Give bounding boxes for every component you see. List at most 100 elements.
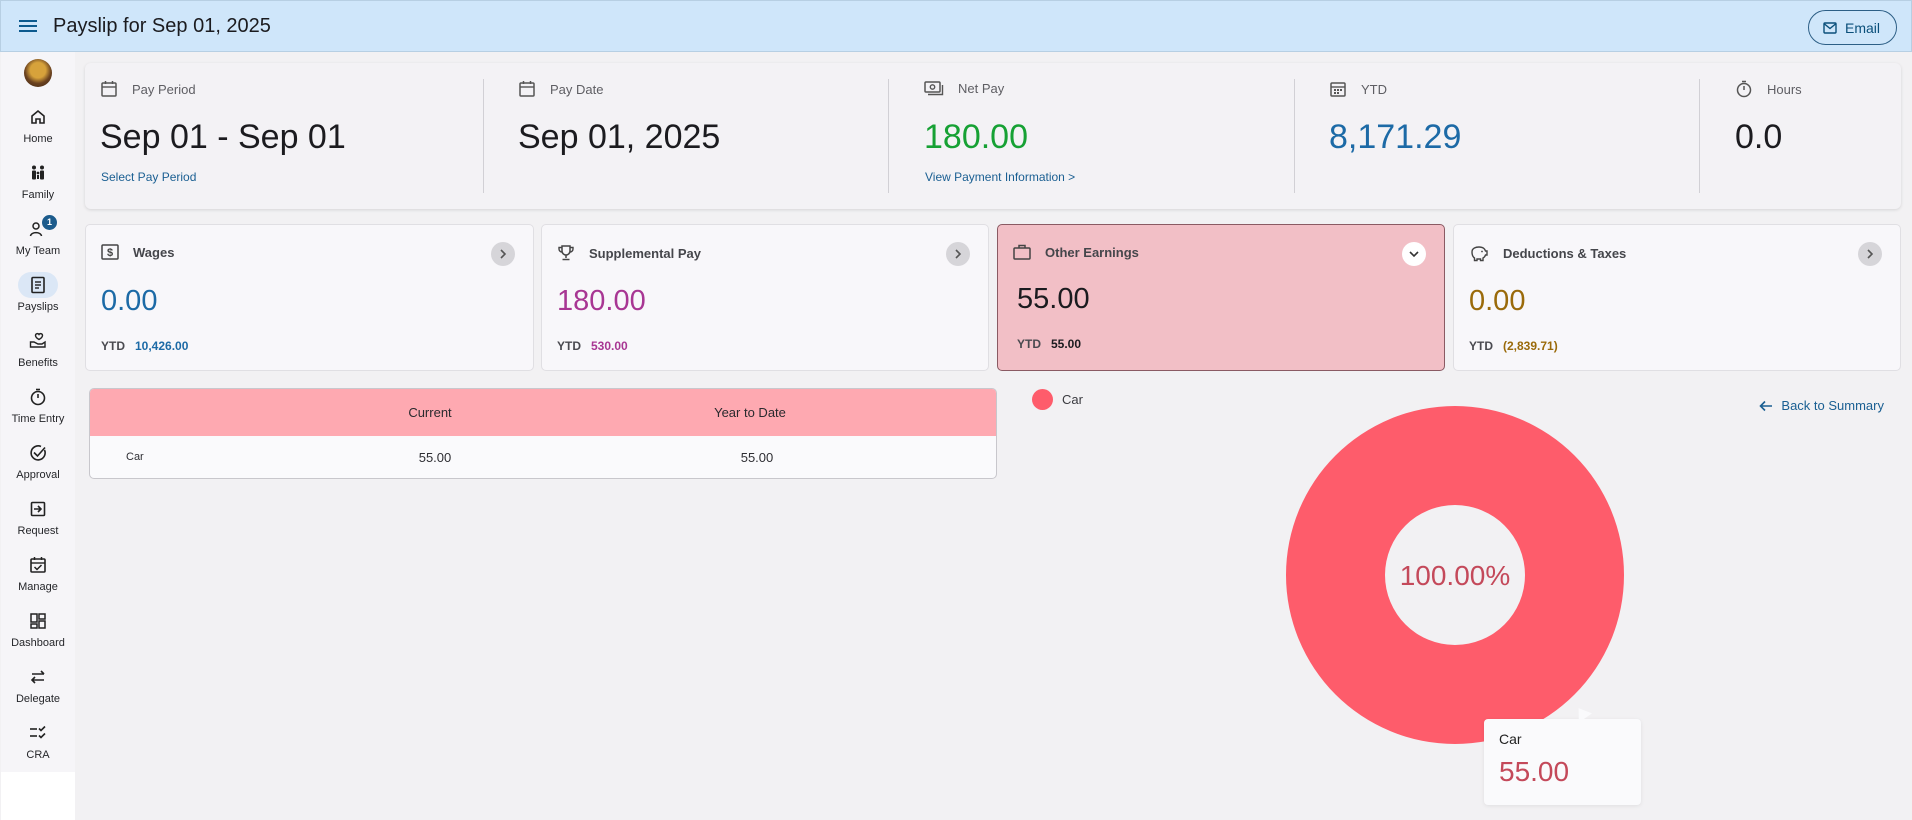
sidebar-item-label: Approval: [16, 469, 60, 481]
select-pay-period-link[interactable]: Select Pay Period: [101, 170, 197, 184]
timer-icon: [18, 384, 58, 410]
ytd-label: YTD: [557, 339, 581, 353]
stat-label: Net Pay: [958, 80, 1005, 96]
column-header-current: Current: [408, 405, 452, 420]
pay-date-stat: Pay Date Sep 01, 2025: [503, 63, 883, 209]
piggy-bank-icon: [1471, 246, 1488, 262]
avatar[interactable]: [24, 59, 52, 87]
card-value: 0.00: [101, 285, 158, 317]
sidebar-item-cra[interactable]: CRA: [1, 720, 75, 774]
ytd-label: YTD: [1469, 339, 1493, 353]
sidebar-item-approval[interactable]: Approval: [1, 440, 75, 494]
sidebar-item-label: CRA: [26, 749, 50, 761]
sidebar-item-benefits[interactable]: Benefits: [1, 328, 75, 382]
check-circle-icon: [18, 440, 58, 466]
calendar-grid-icon: [1330, 82, 1346, 97]
cash-icon: [924, 81, 944, 96]
arrow-left-icon: [1759, 400, 1773, 411]
earnings-table: Current Year to Date Car 55.00 55.00: [89, 388, 997, 479]
sidebar-item-label: Manage: [18, 581, 58, 593]
sidebar-item-label: Time Entry: [11, 413, 65, 425]
view-payment-information-link[interactable]: View Payment Information >: [925, 170, 1076, 184]
card-value: 55.00: [1017, 283, 1090, 315]
sidebar-item-home[interactable]: Home: [1, 104, 75, 158]
ytd-amount: 530.00: [591, 339, 628, 353]
stat-label: Pay Period: [132, 81, 196, 97]
calendar-icon: [519, 81, 535, 97]
sidebar-item-delegate[interactable]: Delegate: [1, 664, 75, 718]
column-header: [90, 389, 240, 436]
tooltip-pointer: [1572, 703, 1592, 723]
chevron-down-icon[interactable]: [1402, 242, 1426, 266]
wages-card[interactable]: $ Wages 0.00 YTD 10,426.00: [85, 224, 534, 371]
column-header-year-to-date: Year to Date: [714, 405, 786, 420]
stat-label: Hours: [1767, 81, 1802, 97]
row-ytd: 55.00: [740, 450, 774, 465]
divider: [888, 79, 889, 193]
sidebar-item-label: Request: [17, 525, 59, 537]
email-button[interactable]: Email: [1807, 10, 1897, 45]
email-button-label: Email: [1844, 19, 1880, 36]
sidebar-item-label: Home: [23, 133, 53, 145]
chevron-right-icon[interactable]: [491, 242, 515, 266]
table-row: Car 55.00 55.00: [90, 436, 996, 478]
sidebar-item-family[interactable]: Family: [1, 160, 75, 214]
net-pay-value: 180.00: [924, 118, 1028, 156]
table-header: Current Year to Date: [90, 389, 996, 436]
briefcase-icon: [1013, 244, 1031, 260]
tooltip-label: Car: [1499, 731, 1522, 747]
hours-value: 0.0: [1735, 118, 1783, 156]
ytd-amount: 55.00: [1051, 337, 1082, 351]
checklist-icon: [18, 720, 58, 746]
sidebar-item-time-entry[interactable]: Time Entry: [1, 384, 75, 438]
sidebar-item-label: Family: [21, 189, 55, 201]
net-pay-stat: Net Pay 180.00 View Payment Information …: [909, 63, 1289, 209]
notification-badge: 1: [42, 215, 57, 230]
legend-swatch: [1032, 389, 1053, 410]
sidebar-item-label: My Team: [15, 245, 61, 257]
tooltip-value: 55.00: [1499, 756, 1570, 787]
dashboard-icon: [18, 608, 58, 634]
card-title: Wages: [133, 244, 175, 260]
sidebar-item-dashboard[interactable]: Dashboard: [1, 608, 75, 662]
sidebar-item-my-team[interactable]: 1 My Team: [1, 215, 75, 270]
supplemental-pay-card[interactable]: Supplemental Pay 180.00 YTD 530.00: [541, 224, 989, 371]
back-to-summary-link[interactable]: Back to Summary: [1759, 398, 1884, 413]
ytd-value: 8,171.29: [1329, 118, 1462, 156]
summary-panel: Pay Period Sep 01 - Sep 01 Select Pay Pe…: [85, 63, 1901, 209]
pay-period-value: Sep 01 - Sep 01: [100, 118, 346, 156]
calendar-check-icon: [18, 552, 58, 578]
stat-label: YTD: [1361, 81, 1387, 97]
back-to-summary-label: Back to Summary: [1781, 398, 1884, 413]
deductions-taxes-card[interactable]: Deductions & Taxes 0.00 YTD (2,839.71): [1453, 224, 1901, 371]
hours-stat: Hours 0.0: [1720, 63, 1900, 209]
sidebar-item-label: Benefits: [18, 357, 58, 369]
donut-slice-car[interactable]: [1286, 406, 1624, 744]
card-title: Other Earnings: [1045, 244, 1139, 260]
card-title: Supplemental Pay: [589, 245, 701, 261]
stat-label: Pay Date: [550, 81, 604, 97]
chevron-right-icon[interactable]: [946, 242, 970, 266]
page-title: Payslip for Sep 01, 2025: [53, 14, 271, 37]
divider: [1294, 79, 1295, 193]
sidebar-footer: [1, 772, 75, 820]
trophy-icon: [558, 245, 574, 261]
menu-icon[interactable]: [14, 12, 42, 40]
calendar-icon: [101, 81, 117, 97]
sidebar-item-request[interactable]: Request: [1, 496, 75, 550]
timer-icon: [1736, 80, 1752, 98]
other-earnings-card[interactable]: Other Earnings 55.00 YTD 55.00: [997, 224, 1445, 371]
swap-icon: [18, 664, 58, 690]
chart-legend[interactable]: Car: [1032, 389, 1083, 410]
sidebar-item-label: Payslips: [17, 301, 59, 313]
sidebar-item-manage[interactable]: Manage: [1, 552, 75, 606]
card-title: Deductions & Taxes: [1503, 245, 1627, 261]
mail-icon: [1823, 21, 1837, 34]
request-icon: [18, 496, 58, 522]
home-icon: [18, 104, 58, 130]
chevron-right-icon[interactable]: [1858, 242, 1882, 266]
sidebar-item-payslips[interactable]: Payslips: [1, 272, 75, 326]
chart-tooltip: Car 55.00: [1484, 703, 1641, 805]
donut-center-label: 100.00%: [1400, 560, 1511, 591]
row-current: 55.00: [418, 450, 452, 465]
